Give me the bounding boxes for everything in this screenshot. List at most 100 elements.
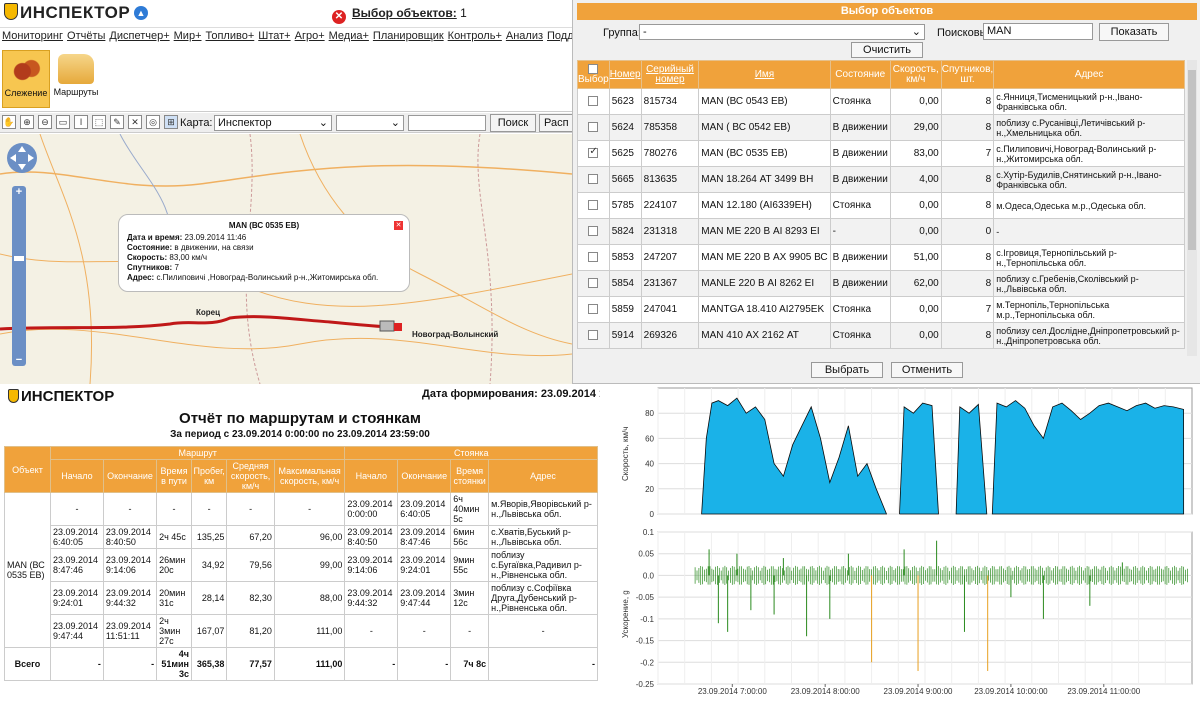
pan-control[interactable] (6, 142, 38, 174)
map-view[interactable]: + − ✕ MAN (ВС 0535 ЕВ) Дата и время: 23.… (0, 134, 572, 384)
speed-icon[interactable]: ◎ (146, 115, 160, 129)
table-row[interactable]: 5824 231318 MAN ME 220 В AI 8293 EI -0,00 0- (577, 218, 1185, 245)
row-checkbox[interactable] (588, 174, 599, 185)
table-row[interactable]: 5785 224107 MAN 12.180 (AI6339EH) Стоянка 0,… (577, 192, 1185, 219)
table-row[interactable]: 5854 231367 MANLE 220 В AI 8262 EI В движен… (577, 270, 1185, 297)
cell-speed: 0,00 (889, 296, 942, 323)
menu-item[interactable]: Топливо+ (205, 30, 255, 42)
select-rect-icon[interactable]: ⬚ (92, 115, 106, 129)
table-row[interactable]: 5859 247041 MANTGA 18.410 AI2795EK Стоянка 0… (577, 296, 1185, 323)
routes-mode-button[interactable]: Маршруты (52, 50, 100, 108)
dialog-title: Выбор объектов (577, 3, 1197, 20)
y-tick-label: 60 (645, 434, 654, 443)
cell-num: 5854 (608, 270, 642, 297)
report-cell: - (50, 492, 104, 526)
cell-addr: с.Янниця,Тисменицький р-н.,Івано-Франків… (993, 88, 1185, 115)
row-checkbox[interactable] (588, 146, 599, 159)
menu-item[interactable]: Мир+ (173, 30, 202, 42)
report-cell: 23.09.2014 9:24:01 (397, 548, 452, 582)
show-button[interactable]: Показать (1099, 23, 1169, 41)
table-row[interactable]: 5665 813635 MAN 18.264 АТ 3499 ВН В движени… (577, 166, 1185, 193)
menu-item[interactable]: Медиа+ (328, 30, 369, 42)
table-row[interactable]: 5623 815734 MAN (ВС 0543 ЕВ) Стоянка 0,00 8 с.… (577, 88, 1185, 115)
zoom-handle[interactable] (14, 256, 24, 261)
measure-icon[interactable]: ▭ (56, 115, 70, 129)
x-tick-label: 23.09.2014 11:00:00 (1067, 687, 1140, 696)
cell-addr: поблизу с.Русанівці,Летичівський р-н.,Хм… (993, 114, 1185, 141)
choose-button[interactable]: Выбрать (811, 362, 883, 378)
cancel-button[interactable]: Отменить (891, 362, 963, 378)
report-cell: поблизу с.Софіївка Друга,Дубенський р-н.… (488, 581, 598, 615)
cell-state: В движении (829, 270, 891, 297)
cell-num: 5624 (608, 114, 642, 141)
cell-name: MAN ( ВС 0542 ЕВ) (698, 114, 831, 141)
report-cell: 88,00 (273, 581, 346, 615)
cell-name: MAN (ВС 0535 ЕВ) (698, 140, 831, 167)
menu-item[interactable]: Диспетчер+ (109, 30, 170, 42)
app-logo[interactable]: ИНСПЕКТОР ▲ (4, 3, 149, 23)
cell-addr: м.Одеса,Одеська м.р.,Одеська обл. (993, 192, 1185, 219)
cell-serial: 231318 (640, 218, 700, 245)
menu-item[interactable]: Отчёты (67, 30, 106, 42)
zoom-slider[interactable]: + − (12, 186, 26, 366)
map-label: Карта: (180, 117, 213, 129)
ruler-icon[interactable]: ǀ (74, 115, 88, 129)
search-text-input[interactable]: MAN (983, 23, 1093, 40)
close-icon[interactable]: ✕ (332, 10, 346, 24)
zoom-in-icon[interactable]: ⊕ (20, 115, 34, 129)
zoom-minus-icon[interactable]: − (15, 354, 23, 366)
pan-hand-icon[interactable]: ✋ (2, 115, 16, 129)
row-checkbox[interactable] (588, 278, 599, 289)
route-report: ИНСПЕКТОР Дата формирования: 23.09.2014 … (0, 384, 611, 707)
cell-state: В движении (829, 166, 891, 193)
popup-close-icon[interactable]: ✕ (394, 221, 403, 230)
menu-item[interactable]: Анализ (505, 30, 544, 42)
menu-item[interactable]: Мониторинг (2, 30, 64, 42)
group-select[interactable]: - ⌄ (639, 24, 925, 40)
tracking-mode-button[interactable]: Слежение (2, 50, 50, 108)
cell-speed: 0,00 (889, 218, 942, 245)
clear-button[interactable]: Очистить (851, 42, 923, 58)
row-checkbox[interactable] (588, 96, 599, 107)
report-cell: с.Хватів,Буський р-н.,Львівська обл. (488, 525, 598, 549)
col-header[interactable]: Имя (698, 60, 831, 89)
menu-item[interactable]: Планировщик (372, 30, 444, 42)
table-row[interactable]: 5914 269326 MAN 410 АХ 2162 АТ Стоянка 0,00 8… (577, 322, 1185, 349)
row-checkbox[interactable] (588, 200, 599, 211)
map-search-input[interactable] (408, 115, 486, 131)
pencil-icon[interactable]: ✎ (110, 115, 124, 129)
menu-item[interactable]: Штат+ (258, 30, 291, 42)
sub-col-header: Пробег, км (190, 459, 228, 493)
col-header[interactable]: Номер (608, 60, 642, 89)
cell-serial: 269326 (640, 322, 700, 349)
select-all-checkbox[interactable] (588, 64, 599, 75)
menu-item[interactable]: Агро+ (294, 30, 325, 42)
erase-icon[interactable]: ✕ (128, 115, 142, 129)
row-checkbox[interactable] (588, 304, 599, 315)
sub-col-header: Окончание (397, 459, 452, 493)
menu-item[interactable]: Поддержка (547, 30, 572, 42)
col-header[interactable]: Серийный номер (640, 60, 700, 89)
menu-item[interactable]: Контроль+ (447, 30, 502, 42)
row-checkbox[interactable] (588, 252, 599, 263)
report-cell: 82,30 (226, 581, 275, 615)
scroll-thumb[interactable] (1188, 70, 1196, 250)
layer-select[interactable]: ⌄ (336, 115, 404, 131)
cell-serial: 813635 (640, 166, 700, 193)
cell-num: 5625 (608, 140, 642, 167)
table-scrollbar[interactable] (1187, 60, 1197, 356)
row-checkbox[interactable] (588, 226, 599, 237)
row-checkbox[interactable] (588, 330, 599, 341)
table-row[interactable]: 5624 785358 MAN ( ВС 0542 ЕВ) В движении 29,… (577, 114, 1185, 141)
zoom-plus-icon[interactable]: + (15, 186, 23, 198)
map-select[interactable]: Инспектор ⌄ (214, 115, 332, 131)
chevron-up-icon[interactable]: ▲ (134, 6, 149, 20)
select-objects-link[interactable]: Выбор объектов: (352, 6, 457, 20)
zoom-box-icon[interactable]: ⊞ (164, 115, 178, 129)
group-stop: Стоянка (344, 446, 598, 460)
table-row[interactable]: 5853 247207 MAN ME 220 В АХ 9905 ВС В движе… (577, 244, 1185, 271)
zoom-out-icon[interactable]: ⊖ (38, 115, 52, 129)
row-checkbox[interactable] (588, 122, 599, 133)
map-search-button[interactable]: Поиск (490, 114, 536, 132)
